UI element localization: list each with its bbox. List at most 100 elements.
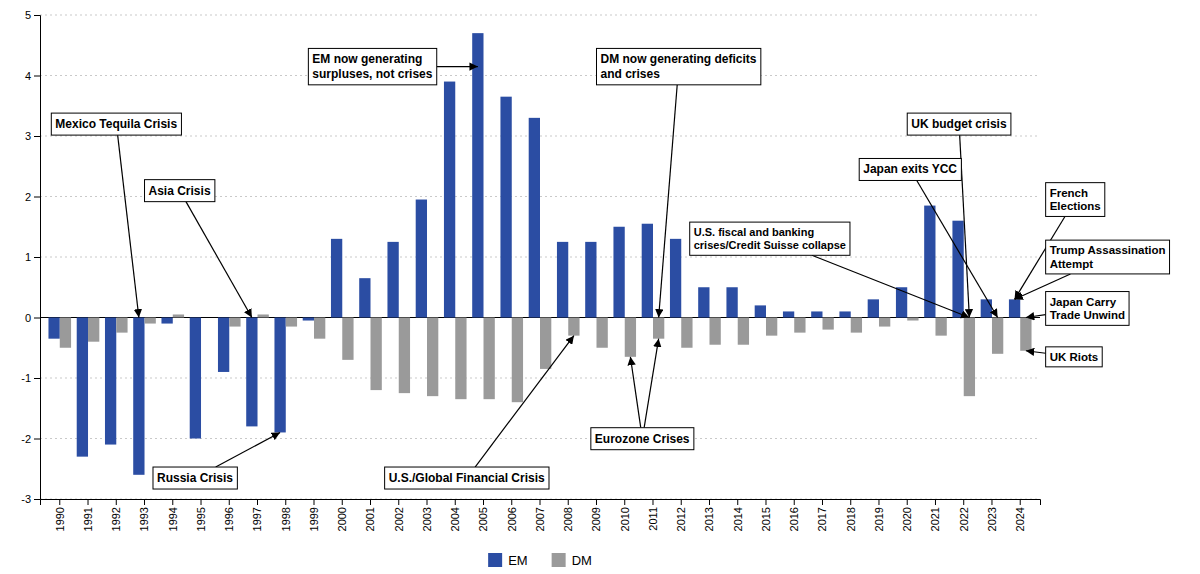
annotation-text: EM now generatingsurpluses, not crises — [312, 52, 432, 80]
bar — [173, 314, 184, 317]
tick-mark — [540, 499, 541, 505]
tick-label: 2024 — [1014, 507, 1026, 531]
tick: 2015 — [760, 499, 772, 531]
tick: 4 — [25, 70, 40, 82]
bar — [371, 318, 382, 391]
tick: 1992 — [110, 499, 122, 531]
annotation-box — [145, 180, 215, 202]
tick-mark — [568, 499, 569, 505]
tick-mark — [172, 499, 173, 505]
tick-mark — [34, 76, 40, 77]
tick-mark — [596, 499, 597, 505]
tick-label: 2 — [25, 191, 31, 203]
tick-label: 2019 — [873, 507, 885, 531]
bar — [60, 318, 71, 348]
tick-mark — [285, 499, 286, 505]
plot: -3-2-10123451990199119921993199419951996… — [21, 9, 1169, 531]
tick: 2009 — [590, 499, 602, 531]
bar — [48, 318, 59, 339]
tick-label: 2011 — [647, 507, 659, 531]
tick-mark — [59, 499, 60, 505]
tick-mark — [483, 499, 484, 505]
annotation-box — [308, 48, 436, 84]
annotation-arrows — [118, 67, 1071, 467]
tick-label: -2 — [21, 433, 31, 445]
tick-mark — [257, 499, 258, 505]
bar — [246, 318, 257, 427]
bar — [359, 278, 370, 317]
tick-label: 2005 — [477, 507, 489, 531]
tick-label: 1997 — [251, 507, 263, 531]
bar — [585, 242, 596, 318]
tick: 2004 — [449, 499, 461, 531]
axis-line — [41, 500, 1041, 506]
bar — [642, 224, 653, 318]
annotation-arrow — [812, 255, 970, 317]
tick-mark — [144, 499, 145, 505]
legend: EMDM — [488, 553, 592, 568]
tick: 2007 — [534, 499, 546, 531]
bar — [879, 318, 890, 327]
tick: 2023 — [986, 499, 998, 531]
annotation-texts: Mexico Tequila CrisisAsia CrisisRussia C… — [55, 52, 1165, 485]
annotation-boxes — [51, 48, 1169, 489]
tick-mark — [229, 499, 230, 505]
bar — [161, 318, 172, 324]
bar — [738, 318, 749, 345]
grid — [40, 15, 1040, 499]
tick-label: 2006 — [506, 507, 518, 531]
bar — [229, 318, 240, 327]
tick: 2012 — [675, 499, 687, 531]
tick-label: 2007 — [534, 507, 546, 531]
legend-item: EM — [488, 553, 528, 568]
tick-label: 1992 — [110, 507, 122, 531]
grid-line — [40, 15, 1040, 16]
tick: 1995 — [195, 499, 207, 531]
tick-mark — [822, 499, 823, 505]
bar — [907, 318, 918, 321]
tick: 1999 — [308, 499, 320, 531]
tick-mark — [850, 499, 851, 505]
bar — [133, 318, 144, 475]
y-axis: -3-2-1012345 — [21, 9, 40, 505]
tick-label: 2004 — [449, 507, 461, 531]
tick-label: 2018 — [845, 507, 857, 531]
tick: 2019 — [873, 499, 885, 531]
bar — [625, 318, 636, 357]
tick-mark — [34, 197, 40, 198]
annotation-box — [591, 428, 694, 450]
tick: 1994 — [167, 499, 179, 531]
bar — [981, 299, 992, 317]
tick-mark — [398, 499, 399, 505]
tick: 1996 — [223, 499, 235, 531]
legend-swatch — [552, 553, 566, 567]
annotation-box — [51, 113, 181, 135]
annotation-arrow — [437, 66, 478, 67]
bar — [484, 318, 495, 400]
tick-mark — [314, 499, 315, 505]
tick: 2016 — [788, 499, 800, 531]
tick-label: 2000 — [336, 507, 348, 531]
bar — [726, 287, 737, 317]
series — [60, 314, 1032, 402]
tick-label: 2017 — [816, 507, 828, 531]
tick-label: 2001 — [364, 507, 376, 531]
annotation-text: U.S./Global Financial Crisis — [389, 471, 545, 485]
bar — [416, 200, 427, 318]
tick-mark — [34, 499, 40, 500]
bar — [387, 242, 398, 318]
tick-mark — [907, 499, 908, 505]
bar — [613, 227, 624, 318]
annotation-arrow — [1026, 351, 1046, 353]
bar — [88, 318, 99, 342]
tick-mark — [455, 499, 456, 505]
bar — [427, 318, 438, 397]
tick-mark — [681, 499, 682, 505]
annotations: Mexico Tequila CrisisAsia CrisisRussia C… — [51, 48, 1169, 489]
annotation-box — [596, 48, 760, 84]
tick: 2006 — [506, 499, 518, 531]
tick-label: 0 — [25, 312, 31, 324]
tick-mark — [624, 499, 625, 505]
bar — [935, 318, 946, 336]
grid-line — [40, 75, 1040, 76]
